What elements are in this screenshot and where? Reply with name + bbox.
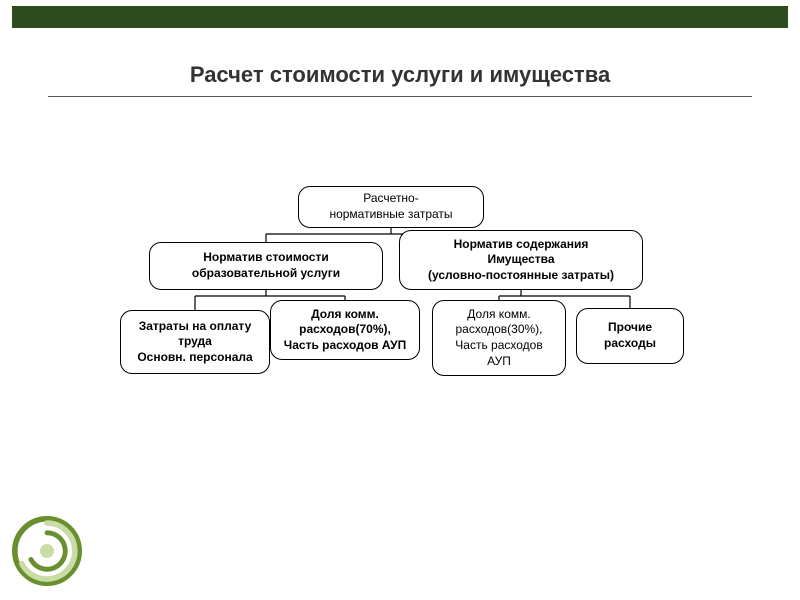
node-labor: Затраты на оплатутрудаОсновн. персонала [120, 310, 270, 374]
node-edu: Норматив стоимостиобразовательной услуги [149, 242, 383, 290]
node-root: Расчетно-нормативные затраты [298, 186, 484, 228]
top-bar [12, 6, 788, 28]
logo [12, 516, 82, 586]
node-prop: Норматив содержанияИмущества(условно-пос… [399, 230, 643, 290]
node-other: Прочиерасходы [576, 308, 684, 364]
page-title: Расчет стоимости услуги и имущества [0, 62, 800, 88]
node-comm70: Доля комм.расходов(70%),Часть расходов А… [270, 300, 420, 360]
title-rule [48, 96, 752, 97]
node-comm30: Доля комм.расходов(30%),Часть расходовАУ… [432, 300, 566, 376]
